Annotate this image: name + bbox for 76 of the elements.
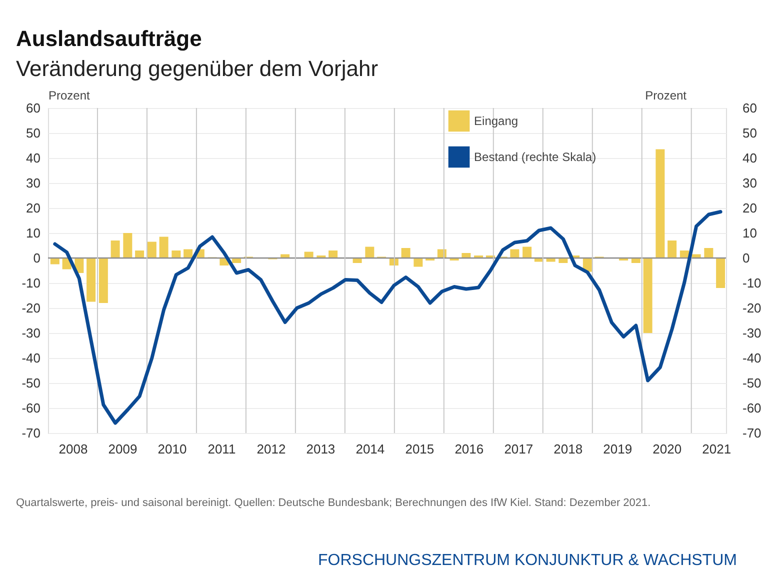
bar [352,258,362,263]
y2-tick-label: -40 [742,350,762,366]
bar [365,246,374,258]
y-tick-label: -20 [22,300,40,316]
y-tick-label: 20 [26,200,40,216]
bar [716,258,726,288]
y2-tick-label: -10 [742,276,762,290]
chart-title: Auslandsaufträge [16,26,202,51]
x-tick-label: 2011 [208,442,236,456]
bar [558,258,568,263]
x-tick-label: 2020 [652,442,682,456]
y-axis-title: Prozent [48,88,91,102]
y2-tick-label: 60 [742,100,757,116]
text: Quartalswerte, preis- und saisonal bereinigt. Quellen: Deutsche Bundesbank; Berechnungen des IfW Kiel. Stand: Dezember 2021. [16,497,651,509]
chart-subtitle: Veränderung gegenüber dem Vorjahr [16,56,378,81]
bar [522,246,532,258]
x-tick-label: 2017 [504,442,534,456]
y2-tick-label: -60 [742,400,762,416]
y-tick-label: 0 [33,250,40,266]
bar [86,258,96,302]
y2-tick-label: -70 [742,426,762,440]
bar [98,258,108,303]
bar [172,250,181,258]
y2-tick-label: 50 [742,126,757,140]
legend-label: Eingang [474,114,518,128]
x-tick-label: 2013 [306,442,336,456]
y-tick-label: -70 [22,426,40,440]
x-tick-label: 2018 [554,442,583,456]
x-tick-label: 2021 [702,442,732,456]
y2-axis-title: Prozent [645,88,688,102]
bar [631,258,640,263]
y2-tick-label: -50 [742,376,762,390]
bar [668,240,677,258]
legend-label: Bestand (rechte Skala) [474,150,596,164]
y-tick-label: 50 [26,126,40,140]
bar [147,242,156,258]
x-tick-label: 2009 [108,442,138,456]
y2-tick-label: 30 [742,176,757,190]
line-series [53,210,722,425]
bar [704,248,714,258]
x-tick-label: 2016 [454,442,484,456]
y2-tick-label: -20 [742,300,762,316]
bar [462,253,471,258]
bar [401,248,410,258]
x-tick-label: 2010 [158,442,187,456]
bar [328,250,338,258]
y-tick-label: -10 [22,276,40,290]
x-tick-label: 2019 [603,442,632,456]
text: FORSCHUNGSZENTRUM KONJUNKTUR & WACHSTUM [318,552,737,569]
bar [656,149,665,258]
bar [510,249,520,258]
y2-tick-label: 10 [742,226,757,240]
x-tick-label: 2008 [58,442,88,456]
bar [123,233,132,258]
y-tick-label: 60 [26,100,40,116]
y-tick-label: 30 [26,176,40,190]
x-tick-label: 2012 [256,442,286,456]
y-tick-label: 40 [26,150,40,166]
x-tick-label: 2015 [405,442,434,456]
bar [643,258,652,333]
bar [110,240,120,258]
y-tick-label: -60 [22,400,40,416]
y2-tick-label: -30 [742,326,762,340]
y2-tick-label: 0 [742,250,750,266]
bar [159,236,168,258]
y-tick-label: -50 [22,376,40,390]
y2-tick-label: 40 [742,150,757,166]
y-tick-label: -30 [22,326,40,340]
y-tick-label: -40 [22,350,40,366]
y2-tick-label: 20 [742,200,757,216]
bar [50,258,60,264]
bar [184,249,193,258]
x-tick-label: 2014 [356,442,385,456]
bar [414,258,423,267]
bar [135,250,144,258]
y-tick-label: 10 [26,226,40,240]
